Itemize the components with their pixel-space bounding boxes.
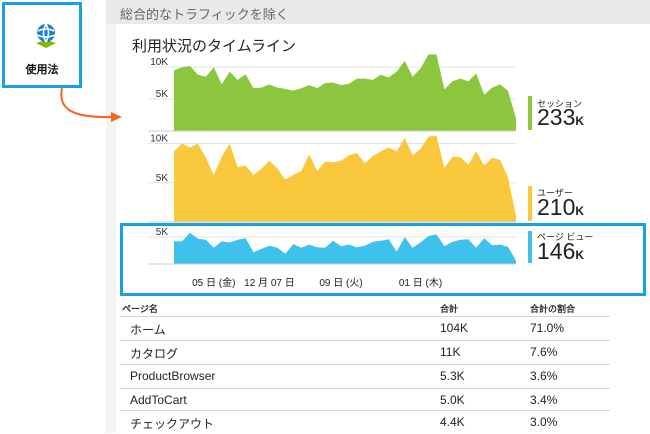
table-row[interactable]: ProductBrowser 5.3K 3.6%: [120, 364, 610, 388]
globe-icon: [36, 23, 56, 48]
col-header-pct[interactable]: 合計の割合: [530, 304, 576, 314]
series-area-2: [174, 232, 516, 264]
blade-title: 総合的なトラフィックを除く: [120, 7, 289, 22]
chart-title: 利用状況のタイムライン: [132, 38, 296, 55]
metric-pageviews-label: ページ ビュー: [537, 232, 594, 242]
x-tick-label: 12 月 07 日: [244, 277, 295, 289]
row-page-name: チェックアウト: [130, 417, 215, 431]
y-tick-label: 5K: [156, 89, 169, 100]
usage-tile-label: 使用法: [25, 64, 59, 76]
table-row[interactable]: チェックアウト 4.4K 3.0%: [120, 410, 610, 434]
table-row[interactable]: カタログ 11K 7.6%: [120, 340, 610, 364]
series-area-0: [174, 54, 516, 131]
metric-sessions-value: 233K: [537, 104, 585, 130]
metric-users-value: 210K: [537, 194, 585, 220]
y-tick-label: 10K: [150, 134, 168, 145]
series-area-1: [174, 135, 516, 222]
row-total: 11K: [440, 345, 461, 359]
usage-tile[interactable]: 使用法: [2, 2, 82, 88]
x-tick-label: 05 日 (金): [192, 276, 235, 289]
row-total: 5.3K: [440, 369, 465, 383]
y-tick-label: 5K: [156, 227, 169, 238]
arrow-annotation: [60, 87, 122, 122]
col-header-total[interactable]: 合計: [440, 304, 459, 314]
row-page-name: ProductBrowser: [130, 369, 216, 383]
row-pct: 3.4%: [530, 393, 558, 407]
y-tick-label: 10K: [150, 57, 168, 68]
metric-pageviews-value: 146K: [537, 238, 585, 264]
metric-sessions-label: セッション: [537, 99, 583, 109]
row-total: 104K: [440, 321, 469, 335]
table-row[interactable]: ホーム 104K 71.0%: [120, 316, 610, 340]
row-pct: 3.0%: [530, 415, 558, 429]
blade-header: [106, 0, 650, 24]
table-row[interactable]: AddToCart 5.0K 3.4%: [120, 388, 610, 412]
x-tick-label: 01 日 (木): [399, 277, 442, 289]
legend-color-bar: [528, 186, 532, 221]
metric-users-label: ユーザー: [537, 188, 573, 198]
y-tick-label: 5K: [156, 173, 169, 184]
row-pct: 7.6%: [530, 345, 558, 359]
row-total: 5.0K: [440, 393, 465, 407]
timeline-charts[interactable]: 10K 5K 10K 5K 5K 05 日 (金) 12 月 07 日 09 日 (火) 01 …: [0, 0, 650, 300]
row-total: 4.4K: [440, 415, 465, 429]
row-page-name: カタログ: [130, 347, 179, 361]
row-pct: 3.6%: [530, 369, 558, 383]
row-page-name: ホーム: [130, 323, 166, 337]
pageviews-highlight: [120, 223, 646, 296]
col-header-page-name[interactable]: ページ名: [122, 304, 158, 314]
x-tick-label: 09 日 (火): [319, 277, 362, 289]
row-page-name: AddToCart: [130, 393, 187, 407]
row-pct: 71.0%: [530, 321, 565, 335]
legend-color-bar: [528, 231, 532, 263]
legend-color-bar: [528, 96, 532, 130]
